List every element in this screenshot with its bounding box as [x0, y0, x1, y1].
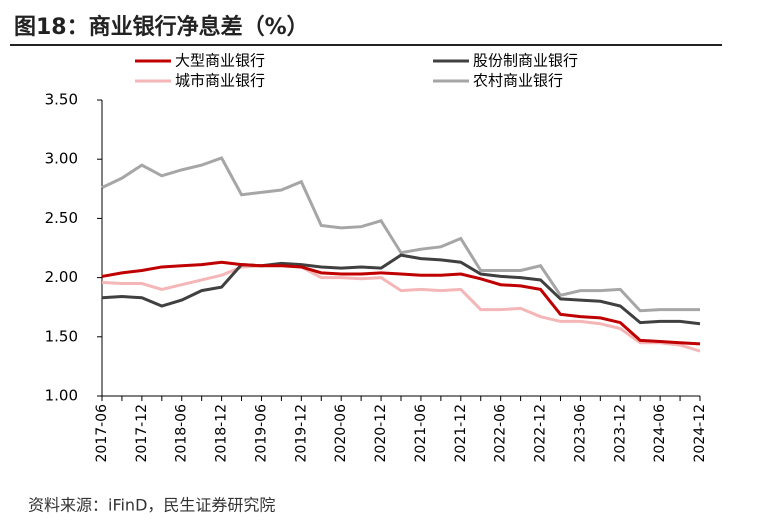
line-series [101, 253, 701, 326]
line-series [101, 156, 700, 313]
x-tick-label: 2017-06 [94, 404, 110, 463]
y-tick-label: 2.00 [45, 268, 78, 286]
x-tick-label: 2018-06 [174, 404, 190, 463]
x-tick-label: 2023-06 [572, 404, 588, 463]
x-tick-label: 2020-06 [333, 404, 349, 463]
y-tick-label: 2.50 [45, 209, 78, 227]
line-series [101, 260, 701, 346]
x-tick-label: 2021-12 [453, 404, 469, 463]
source: 资料来源：iFinD，民生证券研究院 [28, 496, 275, 515]
y-tick-label: 1.00 [45, 387, 78, 405]
y-tick-label: 1.50 [45, 327, 78, 345]
x-tick-label: 2022-12 [533, 404, 549, 463]
x-tick-label: 2019-12 [293, 404, 309, 463]
x-tick-label: 2024-06 [652, 404, 668, 463]
y-tick-label: 3.50 [45, 91, 78, 109]
x-tick-label: 2018-12 [214, 404, 230, 463]
x-tick-label: 2022-06 [493, 404, 509, 463]
x-tick-label: 2017-12 [134, 404, 150, 463]
y-tick-label: 3.00 [45, 150, 78, 168]
legend-label: 农村商业银行 [473, 72, 563, 90]
line-series [101, 263, 701, 353]
x-tick-label: 2021-06 [413, 404, 429, 463]
legend-label: 城市商业银行 [175, 72, 265, 90]
x-tick-label: 2023-12 [612, 404, 628, 463]
x-tick-label: 2019-06 [253, 404, 269, 463]
x-tick-label: 2024-12 [692, 404, 708, 463]
x-tick-label: 2020-12 [373, 404, 389, 463]
legend-label: 大型商业银行 [175, 52, 265, 70]
legend-label: 股份制商业银行 [473, 52, 578, 70]
chart-title: 图18：商业银行净息差（%） [14, 14, 309, 40]
